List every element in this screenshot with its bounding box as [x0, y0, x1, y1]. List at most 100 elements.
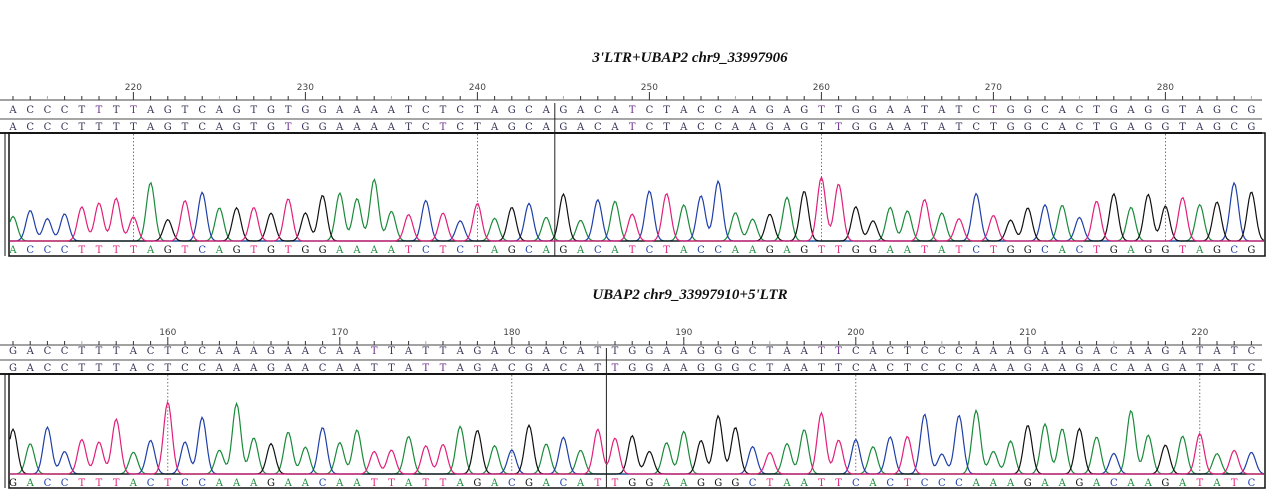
reference-base: T	[818, 346, 825, 357]
called-base: C	[972, 245, 980, 256]
consensus-base: G	[267, 363, 275, 374]
called-base: T	[956, 245, 963, 256]
consensus-base: A	[387, 122, 396, 133]
reference-base: T	[835, 105, 842, 116]
consensus-base: A	[1126, 122, 1135, 133]
reference-base: A	[490, 105, 499, 116]
consensus-base: A	[937, 122, 946, 133]
called-base: C	[147, 478, 155, 489]
consensus-base: G	[1110, 122, 1118, 133]
called-base: A	[8, 245, 17, 256]
consensus-base: C	[181, 363, 189, 374]
consensus-base: C	[61, 122, 69, 133]
reference-base: T	[78, 346, 85, 357]
called-base: T	[1093, 245, 1100, 256]
reference-base: A	[542, 346, 551, 357]
consensus-base: T	[629, 122, 636, 133]
called-base: C	[181, 478, 189, 489]
consensus-base: T	[113, 122, 120, 133]
called-base: G	[1144, 245, 1152, 256]
called-base: A	[1058, 478, 1067, 489]
consensus-base: C	[198, 122, 206, 133]
reference-base: T	[78, 105, 85, 116]
reference-base: G	[1075, 346, 1083, 357]
reference-base: T	[182, 105, 189, 116]
called-base: G	[852, 245, 860, 256]
consensus-base: C	[886, 363, 894, 374]
consensus-base: G	[319, 122, 327, 133]
called-base: C	[560, 478, 568, 489]
reference-base: C	[1076, 105, 1084, 116]
consensus-base: A	[215, 122, 224, 133]
called-base: T	[440, 478, 447, 489]
called-base: C	[852, 478, 860, 489]
reference-base: A	[886, 105, 895, 116]
consensus-base: C	[44, 122, 52, 133]
consensus-base: A	[868, 363, 877, 374]
reference-base: C	[525, 105, 533, 116]
reference-base: C	[181, 346, 189, 357]
called-base: T	[182, 245, 189, 256]
ruler-label: 240	[469, 83, 486, 93]
consensus-base: C	[525, 122, 533, 133]
called-base: G	[697, 478, 705, 489]
reference-base: T	[1093, 105, 1100, 116]
consensus-base: A	[8, 122, 17, 133]
consensus-base: C	[1041, 122, 1049, 133]
consensus-base: T	[96, 363, 103, 374]
consensus-base: C	[646, 122, 654, 133]
consensus-base: G	[1161, 122, 1169, 133]
reference-base: C	[198, 105, 206, 116]
consensus-base: A	[1006, 363, 1015, 374]
consensus-base: A	[129, 363, 138, 374]
trace-box	[8, 132, 1266, 257]
reference-base: C	[44, 346, 52, 357]
called-base: A	[335, 478, 344, 489]
consensus-base: T	[1179, 122, 1186, 133]
called-base: G	[1247, 245, 1255, 256]
called-base: C	[955, 478, 963, 489]
consensus-base: T	[663, 122, 670, 133]
reference-base: G	[508, 105, 516, 116]
reference-base: T	[663, 105, 670, 116]
called-base: A	[886, 245, 895, 256]
trace-C	[10, 179, 1264, 242]
consensus-base: A	[1058, 122, 1067, 133]
reference-base: G	[1110, 105, 1118, 116]
reference-base: A	[352, 346, 361, 357]
consensus-base: T	[474, 122, 481, 133]
called-base: A	[679, 245, 688, 256]
ruler-label: 210	[1019, 328, 1036, 338]
reference-base: A	[8, 105, 17, 116]
consensus-base: A	[576, 363, 585, 374]
reference-base: G	[1024, 346, 1032, 357]
called-base: A	[868, 478, 877, 489]
reference-base: C	[714, 105, 722, 116]
consensus-base: T	[250, 122, 257, 133]
called-base: T	[422, 478, 429, 489]
consensus-base: C	[560, 363, 568, 374]
called-base: T	[285, 245, 292, 256]
consensus-base: A	[610, 122, 619, 133]
called-base: A	[352, 245, 361, 256]
reference-base: A	[989, 346, 998, 357]
reference-base: T	[388, 346, 395, 357]
reference-base: G	[9, 346, 17, 357]
reference-base: A	[1212, 346, 1221, 357]
consensus-base: G	[473, 363, 481, 374]
reference-base: T	[835, 346, 842, 357]
reference-base: A	[731, 105, 740, 116]
consensus-base: G	[852, 122, 860, 133]
reference-base: G	[164, 105, 172, 116]
reference-base: A	[387, 105, 396, 116]
reference-base: A	[1126, 346, 1135, 357]
consensus-base: A	[679, 363, 688, 374]
reference-base: A	[146, 105, 155, 116]
reference-base: A	[284, 346, 293, 357]
reference-base: A	[249, 346, 258, 357]
consensus-base: C	[714, 122, 722, 133]
reference-base: A	[662, 346, 671, 357]
consensus-base: C	[938, 363, 946, 374]
called-base: A	[903, 245, 912, 256]
reference-base: A	[1040, 346, 1049, 357]
